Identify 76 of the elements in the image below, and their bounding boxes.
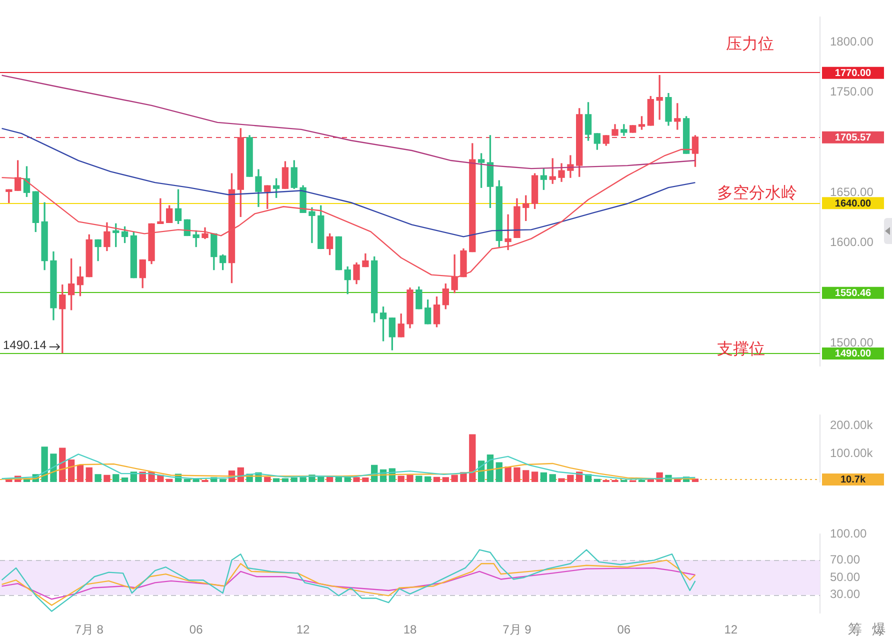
bar xyxy=(76,464,84,482)
x-tick-label: 7月 8 xyxy=(74,622,104,637)
bar xyxy=(433,476,440,482)
bar xyxy=(567,474,574,482)
annotation: 支撑位 xyxy=(717,339,765,358)
x-tick-label: 12 xyxy=(724,622,738,637)
y-tick-label: 200.00k xyxy=(830,418,874,432)
bar xyxy=(353,477,360,482)
bar xyxy=(300,477,306,482)
bar xyxy=(496,462,502,482)
bar xyxy=(192,478,200,482)
bar xyxy=(264,476,271,482)
bar xyxy=(362,477,369,482)
bar xyxy=(282,478,289,482)
y-tick-label: 1500.00 xyxy=(830,335,874,350)
bar xyxy=(549,474,556,482)
annotation: 多空分水岭 xyxy=(717,183,797,202)
bar xyxy=(692,478,699,482)
candlestick xyxy=(504,214,512,250)
ref-line-label: 1770.00 xyxy=(834,68,872,80)
bar xyxy=(121,477,128,482)
text: 爆 xyxy=(872,621,886,639)
text: 筹 xyxy=(848,621,862,639)
bar xyxy=(59,448,66,482)
bar xyxy=(68,459,75,482)
candlestick xyxy=(308,207,316,244)
bar xyxy=(406,474,414,482)
y-tick-label: 30.00 xyxy=(830,587,860,602)
bar xyxy=(558,478,565,482)
ref-line-label: 1490.00 xyxy=(834,348,872,360)
candlestick xyxy=(656,75,663,120)
ref-line-label: 1705.57 xyxy=(834,132,872,144)
y-tick-label: 1650.00 xyxy=(830,184,874,199)
bar xyxy=(416,476,422,482)
x-tick-label: 7月 9 xyxy=(502,622,532,637)
annotation: 压力位 xyxy=(726,34,774,53)
bar xyxy=(326,476,334,482)
bar xyxy=(219,478,226,482)
candlestick xyxy=(157,198,164,224)
ref-line-label: 1640.00 xyxy=(834,198,872,210)
bar xyxy=(594,478,601,482)
bar xyxy=(166,478,173,482)
bar xyxy=(272,478,280,482)
y-tick-label: 100.00k xyxy=(830,446,874,460)
ref-line-label: 10.7k xyxy=(840,474,866,486)
y-tick-label: 100.00 xyxy=(830,526,868,541)
x-tick-label: 06 xyxy=(617,622,631,637)
bar xyxy=(442,477,449,482)
annotation: 1490.14 xyxy=(3,338,47,352)
ref-line-label: 1550.46 xyxy=(834,288,872,300)
bar xyxy=(86,467,92,482)
y-tick-label: 1750.00 xyxy=(830,84,874,99)
bar xyxy=(522,470,530,482)
bar xyxy=(112,474,120,482)
y-tick-label: 1600.00 xyxy=(830,235,874,250)
bar xyxy=(290,477,298,482)
x-tick-label: 06 xyxy=(189,622,204,637)
bar xyxy=(398,476,404,482)
y-tick-label: 50.00 xyxy=(830,570,860,584)
bar xyxy=(504,466,512,482)
bar xyxy=(451,474,458,482)
bar xyxy=(41,446,48,482)
bar xyxy=(424,476,432,482)
bar xyxy=(531,472,538,482)
bar xyxy=(656,472,663,482)
y-tick-label: 70.00 xyxy=(830,552,860,566)
x-tick-label: 12 xyxy=(296,622,310,637)
bar xyxy=(514,467,520,482)
y-tick-label: 1800.00 xyxy=(830,34,874,49)
bar xyxy=(469,434,476,482)
bar xyxy=(184,478,191,482)
bar xyxy=(104,474,110,482)
x-tick-label: 18 xyxy=(403,622,417,637)
bar xyxy=(50,454,57,482)
bar xyxy=(540,472,548,482)
bar xyxy=(94,474,102,482)
